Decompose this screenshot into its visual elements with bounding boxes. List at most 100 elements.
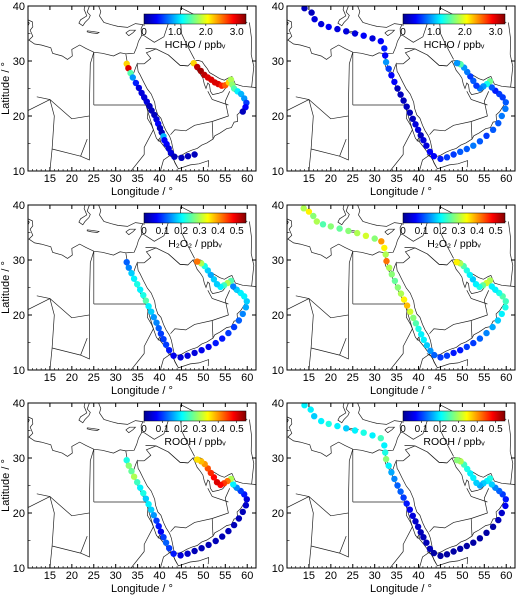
x-tick-label: 25 [88, 372, 100, 384]
map-outline [287, 205, 515, 370]
data-point-40 [495, 120, 502, 127]
data-point-13 [155, 523, 162, 530]
data-point-40 [495, 516, 502, 524]
data-point-39 [483, 329, 490, 337]
data-point-28 [235, 515, 243, 522]
y-tick-label: 20 [13, 508, 25, 520]
x-tick-label: 30 [369, 570, 381, 582]
coastline-28 [249, 22, 255, 88]
data-point-9 [354, 229, 361, 237]
colorbar-tick-label: 0 [141, 226, 147, 237]
data-point-36 [470, 142, 477, 149]
x-tick-label: 50 [197, 372, 209, 384]
data-point-15 [385, 65, 392, 72]
colorbar-tick-label: 0 [400, 226, 406, 237]
data-point-38 [476, 335, 484, 342]
data-point-2 [307, 406, 314, 413]
data-point-26 [417, 132, 424, 139]
x-tick-label: 60 [500, 570, 512, 582]
data-point-7 [336, 225, 343, 232]
x-axis-label: Longitude / ° [370, 385, 432, 397]
coastline-132 [143, 445, 157, 462]
x-tick-label: 40 [412, 570, 424, 582]
coastline-124 [80, 513, 90, 558]
coastline-135 [170, 488, 231, 532]
data-point-35 [463, 542, 470, 550]
coastline-137 [207, 488, 229, 503]
data-point-14 [382, 455, 390, 463]
coastline-95 [339, 315, 349, 360]
data-point-29 [426, 545, 434, 552]
data-point-21 [403, 103, 410, 110]
coastline-56 [419, 154, 431, 171]
coastline-149 [384, 426, 396, 434]
x-tick-label: 30 [369, 372, 381, 384]
colorbar-tick-label: 0.1 [156, 226, 170, 237]
coastline-46 [427, 54, 448, 67]
data-point-10 [148, 506, 155, 513]
y-tick-label: 10 [13, 365, 25, 377]
data-point-15 [160, 336, 167, 343]
y-tick-label: 30 [272, 453, 284, 465]
data-point-6 [327, 223, 334, 230]
data-point-25 [414, 126, 422, 133]
data-point-25 [191, 151, 198, 158]
data-point-11 [377, 435, 384, 442]
data-point-18 [394, 482, 401, 489]
data-point-19 [177, 354, 184, 361]
data-point-26 [225, 527, 232, 535]
data-point-40 [489, 323, 496, 331]
data-point-42 [502, 105, 509, 113]
data-point-24 [212, 339, 219, 347]
coastline-3 [86, 30, 100, 34]
colorbar-gradient [402, 212, 506, 224]
coastline-167 [439, 418, 454, 457]
coastline-154 [295, 493, 314, 568]
data-point-22 [198, 545, 205, 552]
data-point-27 [230, 323, 238, 331]
data-point-21 [191, 547, 198, 555]
coastline-141 [130, 551, 145, 568]
data-point-11 [150, 314, 157, 321]
colorbar-label: HCHO / ppbᵥ [424, 39, 485, 51]
data-point-10 [148, 308, 155, 315]
x-tick-label: 35 [390, 372, 402, 384]
coastline-104 [427, 253, 448, 266]
coastline-29 [157, 137, 161, 142]
colorbar-tick-label: 0 [400, 424, 406, 435]
x-tick-label: 55 [478, 173, 490, 185]
colorbar-tick-label: 0.3 [193, 424, 207, 435]
data-point-31 [437, 155, 444, 163]
data-point-29 [239, 310, 246, 318]
ship-track [301, 403, 509, 560]
ship-track [123, 60, 250, 161]
colorbar-gradient [143, 13, 247, 25]
colorbar-gradient [143, 410, 247, 422]
data-point-36 [463, 343, 470, 351]
data-point-9 [360, 429, 367, 436]
coastline-87 [157, 336, 161, 341]
coastline-103 [402, 247, 416, 264]
coastline-125 [36, 493, 55, 568]
data-point-18 [391, 277, 399, 285]
x-tick-label: 15 [44, 570, 56, 582]
x-tick-label: 20 [66, 173, 78, 185]
x-tick-label: 20 [325, 372, 337, 384]
data-point-22 [198, 347, 205, 354]
data-point-34 [457, 545, 464, 552]
data-point-10 [369, 35, 376, 42]
x-tick-label: 55 [478, 570, 490, 582]
coastline-57 [508, 22, 514, 88]
colorbar-gradient [402, 410, 506, 422]
data-point-29 [423, 342, 431, 349]
y-tick-label: 10 [272, 563, 284, 575]
data-point-8 [351, 30, 359, 37]
colorbar-tick-label: 0.4 [470, 424, 484, 435]
data-point-42 [498, 310, 505, 318]
data-point-4 [318, 417, 325, 425]
y-tick-label: 10 [13, 563, 25, 575]
data-point-29 [426, 148, 434, 155]
